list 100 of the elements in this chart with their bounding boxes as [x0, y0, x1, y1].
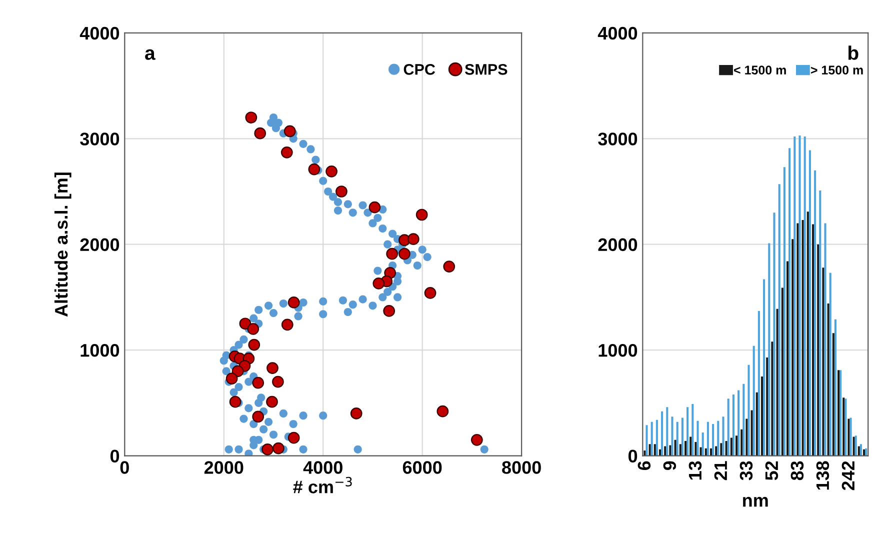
bar [648, 444, 651, 456]
y-tick-label: 0 [628, 450, 638, 462]
bar [834, 319, 836, 456]
bar [778, 184, 780, 456]
point [336, 186, 348, 198]
bar [771, 342, 774, 456]
point [326, 165, 338, 178]
bar [727, 398, 730, 456]
annotation: a [145, 49, 156, 60]
y-axis-title: Altitude a.s.l. [m] [54, 172, 72, 317]
bar [758, 310, 760, 456]
bar [796, 223, 799, 456]
point [470, 434, 483, 446]
x-tick-label: 242 [842, 461, 854, 490]
y-tick-label: 2000 [598, 238, 638, 252]
point [284, 125, 296, 138]
x-tick-label: 52 [765, 461, 778, 480]
point [350, 408, 362, 420]
point [436, 405, 449, 418]
bar [827, 304, 830, 456]
bar [788, 148, 791, 456]
bar [684, 440, 687, 456]
y-tick-label: 1000 [80, 344, 120, 357]
bar [832, 333, 834, 456]
point [272, 442, 284, 454]
y-tick-label: 4000 [598, 26, 638, 40]
bar [748, 364, 750, 456]
point [226, 372, 238, 385]
x-axis-title: # cm$^{−3}$ [293, 476, 352, 494]
point [424, 287, 436, 299]
bar [822, 268, 824, 456]
bar [692, 404, 694, 456]
bar [650, 422, 653, 456]
bar [808, 150, 811, 456]
legend-label: > 1500 m [810, 66, 863, 75]
bar [783, 167, 786, 456]
bar [666, 407, 668, 456]
bar [756, 392, 758, 456]
bar [763, 279, 766, 456]
bar [768, 243, 770, 456]
legend-label: CPC [404, 64, 436, 75]
bar [671, 416, 674, 456]
bar [817, 244, 820, 456]
point [239, 318, 252, 330]
bar [798, 135, 801, 456]
bar [750, 410, 753, 456]
point [262, 443, 274, 456]
point [398, 248, 410, 260]
bar [676, 422, 678, 456]
point [252, 376, 264, 389]
legend-label: < 1500 m [734, 66, 786, 75]
bar [786, 261, 789, 456]
bar [806, 212, 809, 456]
bar [722, 416, 724, 456]
x-tick-label: 0 [120, 461, 129, 474]
point [229, 396, 242, 408]
bar [702, 432, 704, 456]
bar [656, 420, 658, 456]
bar [740, 429, 743, 456]
y-tick-label: 2000 [80, 238, 120, 252]
bar [706, 422, 709, 456]
bar [742, 384, 745, 456]
bar [674, 440, 676, 456]
x-tick-label: 2000 [204, 461, 244, 474]
bar [664, 446, 666, 456]
point [254, 127, 266, 140]
bar [766, 357, 768, 456]
bar [690, 436, 692, 456]
bar [725, 440, 728, 456]
bar [654, 444, 656, 456]
x-tick-label: 4000 [303, 461, 342, 474]
point [252, 410, 264, 423]
y-tick-label: 3000 [598, 132, 638, 146]
bar [802, 220, 804, 456]
bar [679, 444, 682, 456]
x-tick-label: 33 [740, 461, 753, 480]
bar [804, 136, 806, 456]
legend-label: SMPS [464, 64, 508, 75]
bar [646, 425, 648, 456]
x-tick-label: 13 [688, 461, 702, 480]
point [266, 396, 278, 408]
point [372, 278, 385, 290]
point [288, 432, 300, 444]
x-tick-label: 138 [816, 461, 830, 490]
point [368, 201, 381, 214]
point [386, 248, 398, 260]
x-tick-label: 21 [714, 461, 727, 480]
x-tick-label: 9 [663, 461, 676, 470]
point [281, 318, 294, 331]
bar [824, 223, 826, 456]
bar [814, 170, 816, 456]
point [407, 233, 420, 245]
bar [752, 346, 755, 456]
point [416, 208, 428, 221]
bar [794, 136, 796, 456]
x-tick-label: 6000 [402, 461, 442, 474]
x-tick-label: 83 [790, 461, 804, 480]
bar [837, 370, 840, 456]
x-tick-label: 6 [638, 461, 651, 470]
bar [661, 411, 664, 456]
